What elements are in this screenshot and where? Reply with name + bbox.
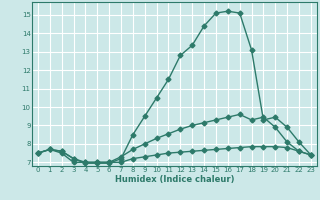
X-axis label: Humidex (Indice chaleur): Humidex (Indice chaleur) bbox=[115, 175, 234, 184]
